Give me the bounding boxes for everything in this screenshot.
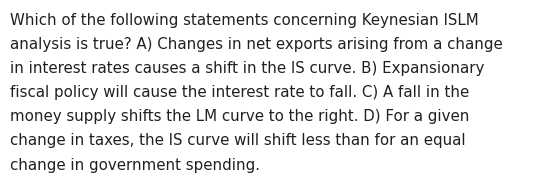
Text: change in government spending.: change in government spending.: [10, 158, 260, 173]
Text: analysis is true? A) Changes in net exports arising from a change: analysis is true? A) Changes in net expo…: [10, 37, 503, 52]
Text: money supply shifts the LM curve to the right. D) For a given: money supply shifts the LM curve to the …: [10, 109, 469, 124]
Text: in interest rates causes a shift in the IS curve. B) Expansionary: in interest rates causes a shift in the …: [10, 61, 484, 76]
Text: change in taxes, the IS curve will shift less than for an equal: change in taxes, the IS curve will shift…: [10, 133, 466, 149]
Text: fiscal policy will cause the interest rate to fall. C) A fall in the: fiscal policy will cause the interest ra…: [10, 85, 469, 100]
Text: Which of the following statements concerning Keynesian ISLM: Which of the following statements concer…: [10, 13, 479, 28]
